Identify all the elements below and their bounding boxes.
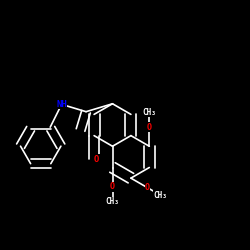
Text: O: O — [110, 182, 115, 191]
Text: CH₃: CH₃ — [142, 108, 156, 117]
Text: NH: NH — [56, 100, 67, 109]
Text: O: O — [147, 123, 152, 132]
Text: O: O — [145, 183, 150, 192]
Text: CH₃: CH₃ — [106, 197, 120, 206]
Text: CH₃: CH₃ — [154, 191, 167, 200]
Text: O: O — [94, 154, 99, 164]
